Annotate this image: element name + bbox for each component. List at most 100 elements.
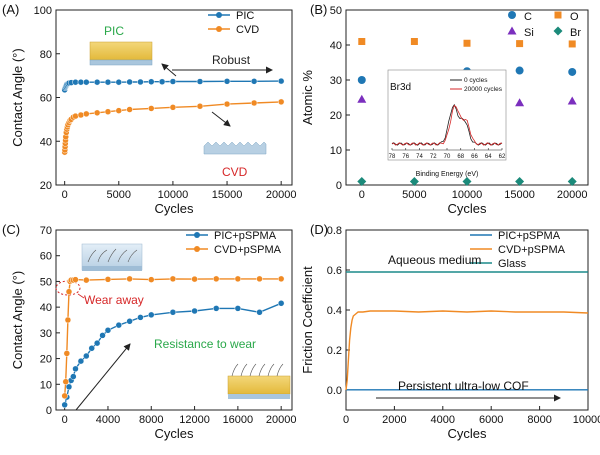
xps-x-tick-label: 70 xyxy=(444,154,451,160)
scatter-point-Br xyxy=(515,177,525,186)
cvd-annotation: CVD xyxy=(222,165,248,179)
pic-brush-chains-icon xyxy=(231,363,284,377)
plot-frame xyxy=(55,229,293,411)
y-tick-label: 40 xyxy=(40,302,52,314)
data-point xyxy=(88,345,95,352)
data-point xyxy=(212,275,220,283)
x-tick-label: 5000 xyxy=(402,189,426,201)
legend-marker xyxy=(508,11,516,19)
data-point xyxy=(212,305,220,312)
y-tick-label: 0 xyxy=(336,180,342,192)
data-point xyxy=(126,275,133,283)
data-point xyxy=(61,401,68,409)
xps-x-tick-label: 66 xyxy=(471,154,478,160)
xps-inset-legend: 0 cycles 20000 cycles xyxy=(450,77,503,93)
xps-x-tick-label: 68 xyxy=(457,154,464,160)
x-tick-label: 20000 xyxy=(557,189,588,201)
data-point xyxy=(99,332,106,339)
scatter-point-O xyxy=(358,38,366,45)
y-tick-label: 30 xyxy=(330,75,342,87)
xps-x-tick-label: 76 xyxy=(402,154,409,160)
data-point xyxy=(277,300,285,307)
x-tick-label: 0 xyxy=(343,414,349,426)
data-point xyxy=(137,78,144,86)
data-point xyxy=(72,276,79,283)
xps-spectrum-1 xyxy=(391,104,503,146)
panel-c-marks xyxy=(61,275,285,409)
x-tick-label: 6000 xyxy=(479,414,503,426)
data-point xyxy=(115,78,123,86)
x-tick-label: 20000 xyxy=(266,189,297,201)
pic-annotation: PIC xyxy=(104,24,124,38)
panel-c: (C) 0 4000 8000 12000 16000 20000 0 10 20 30 40 50 6… xyxy=(2,222,296,441)
x-tick-label: 0 xyxy=(359,189,365,201)
data-point xyxy=(83,352,90,360)
data-point xyxy=(104,276,112,283)
data-point xyxy=(277,275,285,283)
data-point xyxy=(137,314,144,321)
scatter-point-Br xyxy=(409,177,419,186)
xps-x-tick-label: 72 xyxy=(430,154,437,160)
wear-away-leader xyxy=(77,293,85,299)
y-axis-label: Contact Angle (°) xyxy=(10,271,25,369)
y-tick-label: 80 xyxy=(40,49,52,61)
data-point xyxy=(148,276,155,283)
cvd-brush-base-icon xyxy=(82,266,142,271)
x-tick-label: 8000 xyxy=(139,414,163,426)
scatter-point-Br xyxy=(357,177,367,186)
cvd-brush-chains-icon xyxy=(87,248,138,263)
legend-label: PIC+pSPMA xyxy=(214,230,277,242)
legend-marker xyxy=(194,232,200,238)
scatter-point-O xyxy=(516,40,524,48)
panel-b-label: (B) xyxy=(310,2,327,17)
y-tick-label: 30 xyxy=(40,328,52,340)
x-axis-label: Cycles xyxy=(447,201,487,216)
x-tick-label: 16000 xyxy=(223,414,254,426)
data-point xyxy=(70,373,77,380)
x-axis-label: Cycles xyxy=(154,426,194,441)
panel-d-marks xyxy=(345,271,589,391)
wear-away-annotation: Wear away xyxy=(84,293,144,307)
scatter-point-Si xyxy=(567,96,577,105)
x-tick-label: 4000 xyxy=(96,414,120,426)
data-point xyxy=(83,276,90,284)
data-point xyxy=(169,275,177,283)
y-tick-label: 0.2 xyxy=(327,345,342,357)
cvd-substrate-icon xyxy=(203,141,267,155)
data-point xyxy=(72,365,79,373)
panel-c-axes: 0 4000 8000 12000 16000 20000 0 10 20 30 40 50 60 70 C… xyxy=(10,225,296,441)
y-tick-label: 60 xyxy=(40,251,52,263)
scatter-point-Si xyxy=(515,98,525,107)
xps-legend-label: 0 cycles xyxy=(464,77,488,84)
robust-annotation: Robust xyxy=(212,53,251,67)
xps-x-tick-label: 74 xyxy=(416,154,423,160)
data-point xyxy=(234,305,242,312)
data-point xyxy=(61,392,68,400)
data-point xyxy=(191,307,198,315)
data-point xyxy=(104,108,112,115)
legend-label: Si xyxy=(524,27,534,39)
xps-inset-curves xyxy=(391,103,503,146)
legend-marker xyxy=(553,26,563,36)
y-tick-label: 50 xyxy=(330,5,342,17)
x-tick-label: 2000 xyxy=(382,414,406,426)
scatter-point-O xyxy=(463,39,471,47)
scatter-point-O xyxy=(568,40,576,48)
series-line-1 xyxy=(345,310,589,391)
data-point xyxy=(256,275,263,283)
data-point xyxy=(63,350,71,357)
scatter-point-O xyxy=(410,38,418,45)
data-point xyxy=(104,78,112,86)
data-point xyxy=(158,78,166,85)
legend-label: O xyxy=(570,11,579,23)
data-point xyxy=(77,111,85,119)
xps-legend-label: 20000 cycles xyxy=(464,86,503,93)
medium-label: Aqueous medium xyxy=(388,253,481,267)
scatter-point-C xyxy=(568,67,577,76)
data-point xyxy=(126,106,133,113)
y-tick-label: 0.4 xyxy=(327,305,342,317)
data-point xyxy=(223,78,231,85)
xps-x-tick-label: 78 xyxy=(389,154,396,160)
panel-a-decorations: PIC CVD Robust xyxy=(89,24,273,179)
data-point xyxy=(148,311,155,319)
